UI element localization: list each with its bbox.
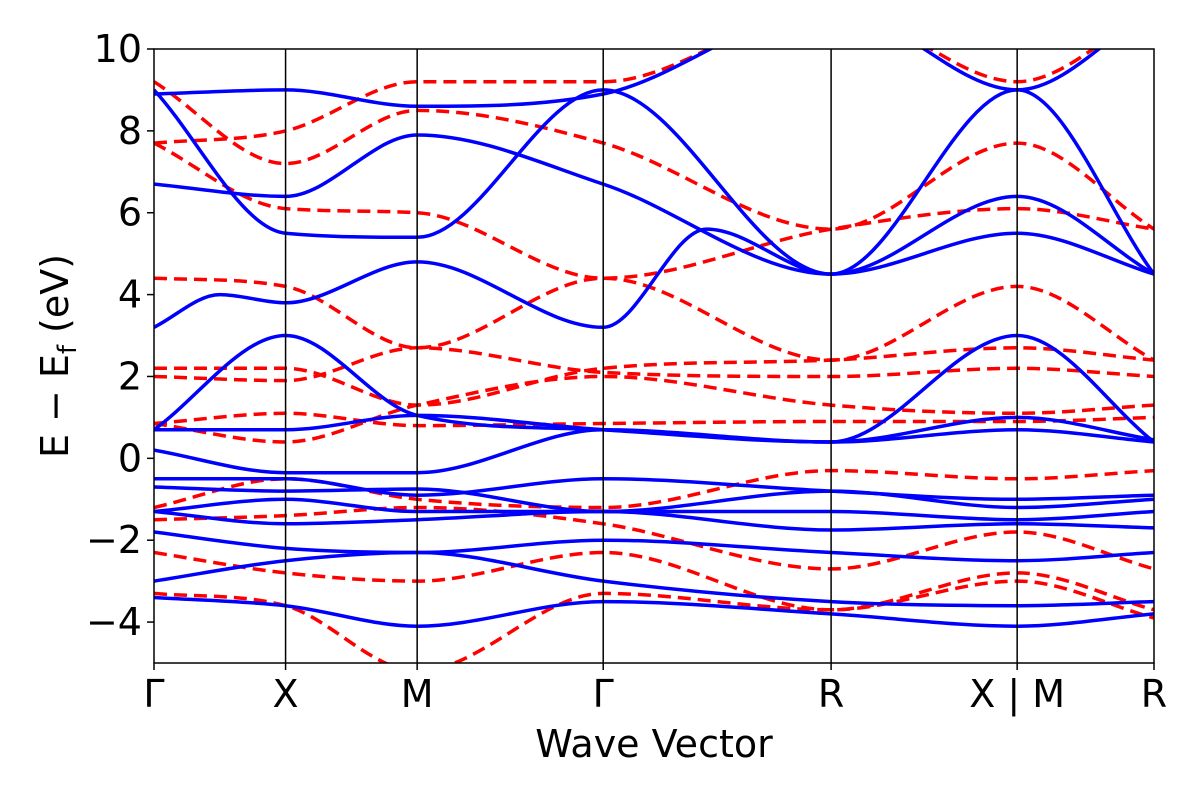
- y-axis-label: E−Ef(eV): [33, 254, 83, 458]
- band-line-11: [154, 133, 1154, 276]
- x-tick-label-4: R: [818, 672, 844, 716]
- band-line-15: [154, 374, 1154, 444]
- band-line-10: [154, 333, 1154, 444]
- band-line-8: [154, 595, 1154, 628]
- band-line-5: [154, 509, 1154, 532]
- band-line-6: [154, 530, 1154, 563]
- band-line-18: [154, 468, 1154, 510]
- band-line-1: [154, 415, 1154, 475]
- band-line-17: [154, 346, 1154, 407]
- k-point-lines: [284, 49, 1018, 663]
- x-axis-label: Wave Vector: [535, 722, 773, 766]
- series-layer: [154, 49, 1154, 663]
- band-line-14: [154, 411, 1154, 428]
- x-tick-label-0: Γ: [143, 672, 164, 716]
- x-tick-label-3: Γ: [593, 672, 614, 716]
- y-tick-label-0: −4: [86, 600, 142, 644]
- band-line-12: [154, 88, 1154, 276]
- band-line-16: [154, 346, 1154, 383]
- x-ticks: Γ X M Γ R X | M R: [143, 663, 1167, 717]
- band-line-7: [154, 550, 1154, 608]
- band-line-9: [154, 227, 1154, 330]
- x-tick-label-5: X | M: [969, 672, 1065, 717]
- y-tick-label-6: 8: [118, 109, 142, 153]
- y-tick-label-1: −2: [86, 518, 142, 562]
- band-line-2: [154, 477, 1154, 502]
- y-tick-label-7: 10: [94, 27, 142, 71]
- plot-frame: [153, 48, 1155, 664]
- x-tick-label-2: M: [401, 672, 434, 716]
- y-tick-label-2: 0: [118, 436, 142, 480]
- y-tick-label-4: 4: [118, 273, 142, 317]
- y-ticks: −4 −2 0 2 4 6 8 10: [86, 27, 154, 644]
- x-tick-label-6: R: [1141, 672, 1167, 716]
- band-line-22: [154, 276, 1154, 362]
- x-tick-label-1: X: [273, 672, 299, 716]
- y-tick-label-3: 2: [118, 354, 142, 398]
- y-tick-label-5: 6: [118, 191, 142, 235]
